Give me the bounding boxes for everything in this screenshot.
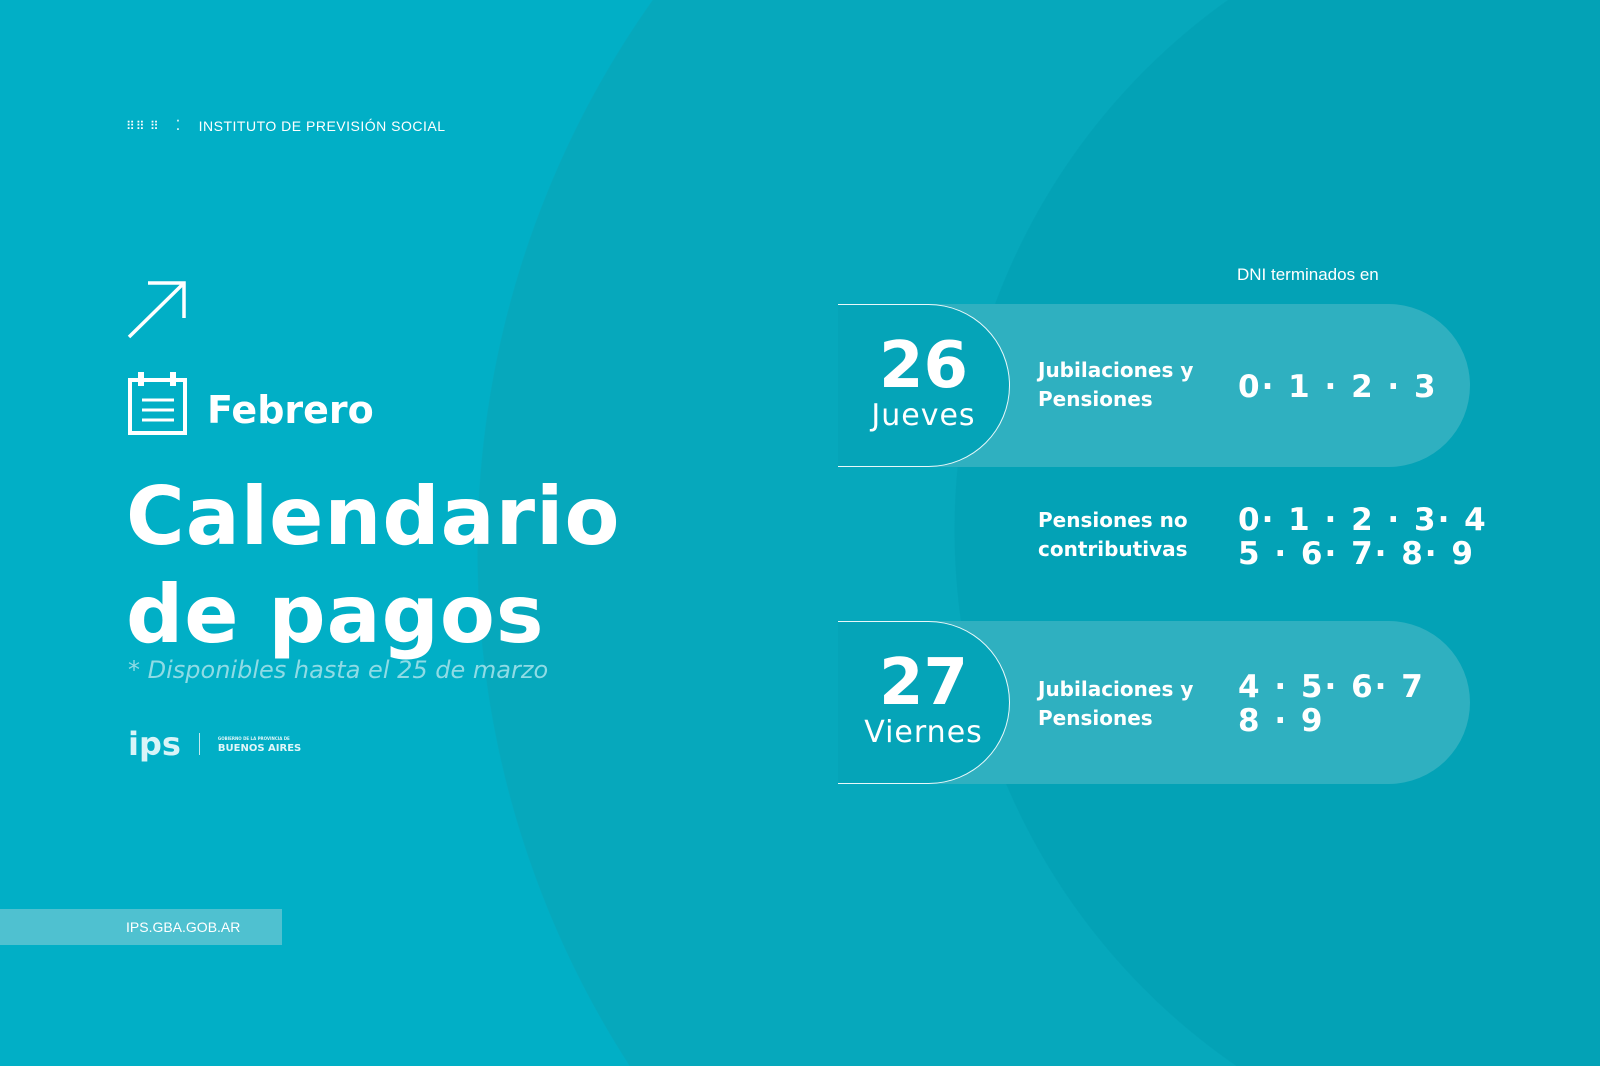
logos: ips GOBIERNO DE LA PROVINCIA DE BUENOS AI… — [128, 725, 301, 763]
dni-digits: 0· 1 · 2 · 3· 4 5 · 6· 7· 8· 9 — [1238, 502, 1488, 572]
title-line-2: de pagos — [126, 568, 545, 661]
calendar-icon — [128, 372, 187, 435]
dots-icon: ⠿⠿ ⠿ — [126, 118, 160, 133]
schedule-row-26: 26 Jueves — [838, 304, 1470, 467]
weekday: Viernes — [864, 715, 983, 750]
separator-icon: ⁚ — [175, 117, 181, 133]
ba-logo-small: GOBIERNO DE LA PROVINCIA DE — [217, 736, 290, 741]
dni-digits: 0· 1 · 2 · 3 — [1238, 369, 1438, 405]
buenos-aires-logo: GOBIERNO DE LA PROVINCIA DE BUENOS AIRES — [218, 734, 301, 754]
category-label: Jubilaciones y Pensiones — [1038, 677, 1194, 730]
day-number: 26 — [878, 329, 969, 403]
arrow-up-right-icon — [127, 281, 186, 339]
day-number: 27 — [878, 646, 969, 720]
schedule-row-27: 27 Viernes — [838, 621, 1470, 784]
website-url[interactable]: IPS.GBA.GOB.AR — [0, 909, 282, 945]
ba-logo-text: BUENOS AIRES — [217, 743, 302, 754]
category-label: Jubilaciones y Pensiones — [1038, 358, 1194, 411]
date-badge: 26 Jueves — [838, 304, 1010, 467]
dni-digits: 4 · 5· 6· 7 8 · 9 — [1238, 669, 1425, 739]
header: ⠿⠿ ⠿ ⁚ INSTITUTO DE PREVISIÓN SOCIAL — [126, 117, 446, 134]
category-label: Pensiones no contributivas — [1038, 508, 1188, 561]
availability-note: * Disponibles hasta el 25 de marzo — [128, 656, 549, 684]
dni-label: DNI terminados en — [1237, 265, 1379, 284]
month-label: Febrero — [207, 388, 374, 432]
ips-logo: ips — [128, 725, 181, 763]
date-badge: 27 Viernes — [838, 621, 1010, 784]
page-title: Calendario de pagos — [126, 468, 620, 664]
org-name: INSTITUTO DE PREVISIÓN SOCIAL — [198, 117, 446, 134]
logo-divider — [198, 733, 200, 755]
title-line-1: Calendario — [126, 470, 621, 563]
weekday: Jueves — [871, 398, 976, 433]
